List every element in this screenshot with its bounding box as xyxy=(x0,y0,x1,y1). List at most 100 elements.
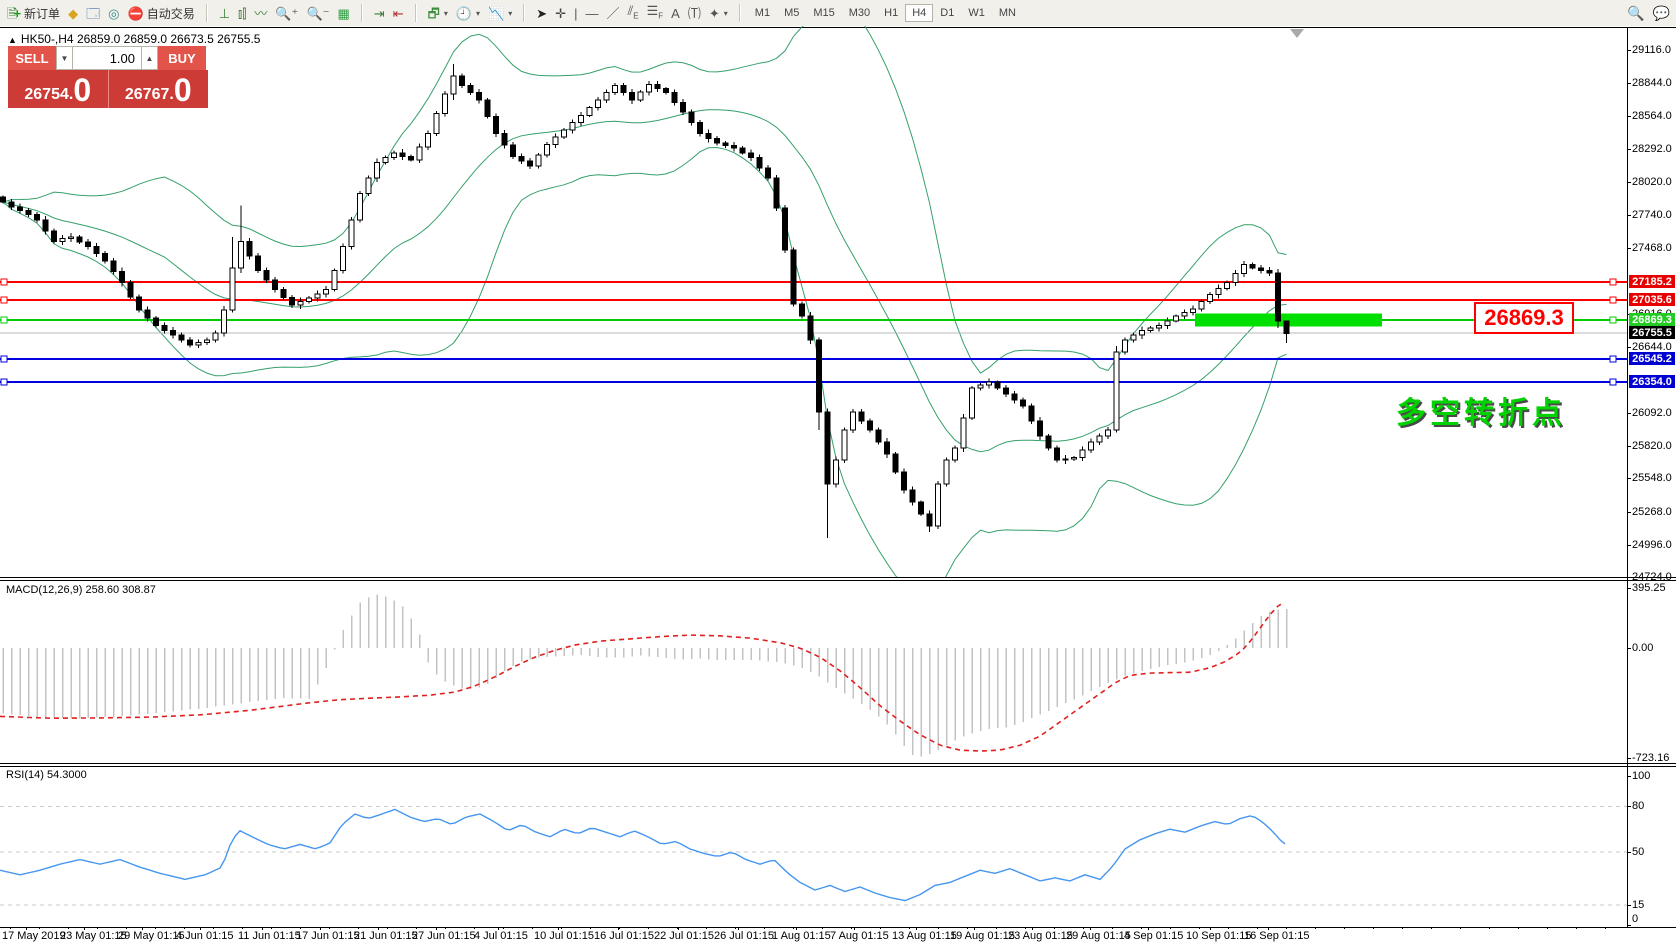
volume-up-button[interactable]: ▲ xyxy=(141,46,158,70)
timeframe-button-m30[interactable]: M30 xyxy=(848,7,871,19)
pane-separator[interactable] xyxy=(0,763,1676,764)
channel-button[interactable]: ⫽E xyxy=(623,2,642,25)
hline-handle[interactable] xyxy=(0,296,8,304)
minor-date-tick xyxy=(793,927,794,929)
bar-chart-button[interactable]: ⊥ xyxy=(215,5,234,22)
candle xyxy=(1045,433,1052,451)
crosshair-button[interactable]: ✛ xyxy=(551,5,570,22)
candle xyxy=(1105,427,1111,439)
indicators-button[interactable]: 📉 ▾ xyxy=(484,5,516,22)
pane-separator[interactable] xyxy=(0,580,1676,581)
candle xyxy=(442,91,448,117)
label-button[interactable]: 🄣 xyxy=(684,5,705,22)
cursor-button[interactable]: ➤ xyxy=(532,5,551,22)
candle-body xyxy=(1054,447,1060,461)
pane-separator[interactable] xyxy=(0,577,1676,578)
candle-body xyxy=(824,411,831,485)
hline-handle[interactable] xyxy=(1609,355,1617,363)
shapes-button[interactable]: ✦ ▾ xyxy=(705,5,732,22)
timeframe-button-m5[interactable]: M5 xyxy=(784,7,800,19)
search-icon[interactable]: 🔍 xyxy=(1627,4,1645,21)
candle xyxy=(909,486,916,506)
buy-price[interactable]: 26767. 0 xyxy=(109,70,209,108)
timeframe-button-d1[interactable]: D1 xyxy=(940,7,955,19)
hline-handle[interactable] xyxy=(0,355,8,363)
hline-handle[interactable] xyxy=(1609,278,1617,286)
candle-body xyxy=(1037,420,1043,437)
candle-body xyxy=(1190,308,1196,313)
zoom-out-button[interactable]: 🔍⁻ xyxy=(302,5,333,22)
price-tick-mark xyxy=(1627,116,1631,117)
zoom-in-button[interactable]: 🔍⁺ xyxy=(271,5,302,22)
sell-price[interactable]: 26754. 0 xyxy=(8,70,108,108)
vline-button[interactable]: | xyxy=(570,5,581,22)
hline-handle[interactable] xyxy=(0,316,8,324)
candlestick-button[interactable]: ⫾⫿ xyxy=(234,5,250,22)
profiles-button[interactable]: 🕘 ▾ xyxy=(452,5,484,22)
chart-shift-marker-icon[interactable] xyxy=(1290,29,1304,38)
price-pane[interactable] xyxy=(0,26,1627,577)
candle xyxy=(1079,446,1086,461)
candle xyxy=(170,327,176,339)
date-tick-mark xyxy=(916,927,917,930)
date-label: 27 Jun 01:15 xyxy=(412,930,476,942)
pane-separator[interactable] xyxy=(0,766,1676,767)
text-button[interactable]: A xyxy=(667,5,684,22)
navigator-button[interactable]: ◎ xyxy=(104,5,123,22)
date-label: 10 Sep 01:15 xyxy=(1186,930,1252,942)
sell-button[interactable]: SELL xyxy=(8,46,56,70)
auto-scroll-button[interactable]: ⇥ xyxy=(370,5,389,22)
hline-handle[interactable] xyxy=(0,278,8,286)
candle xyxy=(1241,260,1247,277)
candle xyxy=(246,238,253,260)
chart-shift-button[interactable]: ⇤ xyxy=(389,5,408,22)
hline-button[interactable]: — xyxy=(581,5,602,22)
date-tick-mark xyxy=(1268,927,1269,930)
candle-body xyxy=(153,317,159,327)
cn-annotation-text[interactable]: 多空转折点 xyxy=(1396,397,1566,430)
timeframe-button-m15[interactable]: M15 xyxy=(813,7,835,19)
candle xyxy=(17,203,23,214)
trendline-button[interactable]: ／ xyxy=(602,5,623,22)
timeframe-button-w1[interactable]: W1 xyxy=(968,7,985,19)
tile-windows-button[interactable]: ▦ xyxy=(334,5,354,22)
line-chart-button[interactable]: 〰 xyxy=(250,5,271,22)
candle xyxy=(42,216,49,235)
timeframe-button-m1[interactable]: M1 xyxy=(754,7,771,19)
timeframe-button-h4[interactable]: H4 xyxy=(905,4,934,22)
new-order-button[interactable]: 🗎+ 新订单 xyxy=(3,3,64,24)
data-window-button[interactable]: 🗔 xyxy=(82,5,104,22)
hline-handle[interactable] xyxy=(1609,378,1617,386)
minor-date-tick xyxy=(184,927,185,929)
timeframe-button-h1[interactable]: H1 xyxy=(884,7,899,19)
text-icon: A xyxy=(671,5,680,21)
highlight-zone-rect[interactable] xyxy=(1195,313,1382,327)
market-watch-button[interactable]: ◆ xyxy=(64,5,82,22)
hline-handle[interactable] xyxy=(0,378,8,386)
hline-handle[interactable] xyxy=(1609,316,1617,324)
volume-down-button[interactable]: ▼ xyxy=(56,46,73,70)
minor-date-tick xyxy=(1257,927,1258,929)
date-label: 16 Jul 01:15 xyxy=(594,930,654,942)
timeframe-button-mn[interactable]: MN xyxy=(998,7,1016,19)
candle xyxy=(493,113,499,137)
macd-pane[interactable] xyxy=(0,581,1627,763)
candle xyxy=(824,408,831,539)
volume-input[interactable]: 1.00 xyxy=(73,46,141,70)
new-chart-button[interactable]: 🗗 ▾ xyxy=(424,5,452,22)
chat-icon[interactable]: 💬 xyxy=(1652,4,1670,21)
candle xyxy=(535,152,542,169)
hline-handle[interactable] xyxy=(1609,296,1617,304)
rsi-pane[interactable] xyxy=(0,767,1627,928)
candle xyxy=(297,297,304,310)
chart-top-border xyxy=(0,27,1676,28)
toolbar-separator xyxy=(205,4,208,22)
price-callout-box[interactable]: 26869.3 xyxy=(1474,302,1574,334)
fibonacci-button[interactable]: ☰F xyxy=(643,2,668,25)
buy-button[interactable]: BUY xyxy=(158,46,206,70)
autotrade-button[interactable]: ⛔ 自动交易 xyxy=(124,3,199,24)
candle xyxy=(850,409,856,433)
candle xyxy=(1173,314,1179,323)
candle xyxy=(1164,317,1171,330)
candle xyxy=(790,247,797,307)
